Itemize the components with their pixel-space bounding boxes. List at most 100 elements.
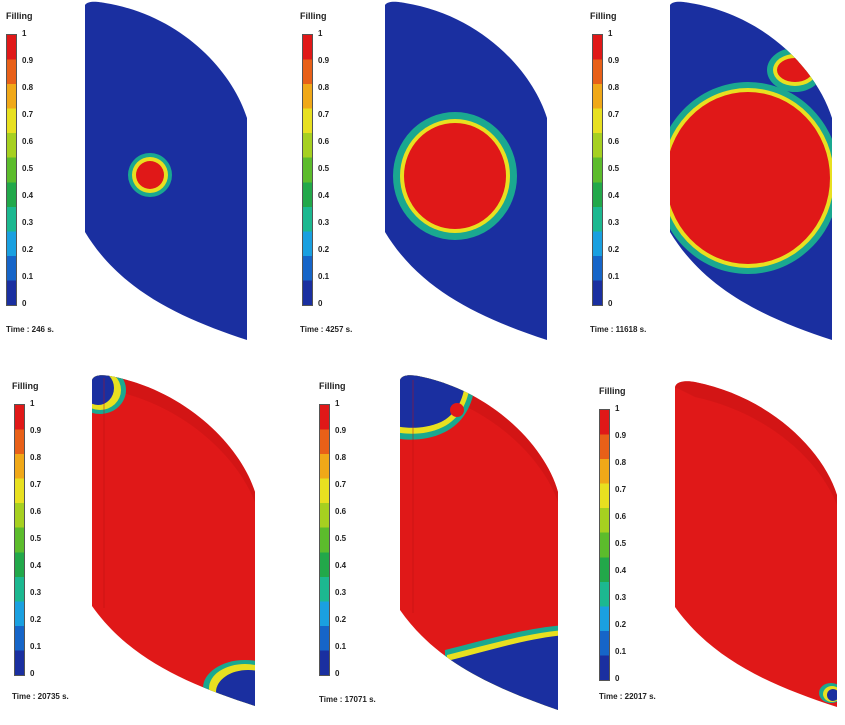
scale-tick-label: 0.2: [318, 245, 330, 254]
scale-tick-label: 0.7: [318, 110, 330, 119]
scale-tick-label: 0: [615, 674, 620, 683]
scale-tick-label: 0.3: [615, 593, 627, 602]
time-label: Time : 11618 s.: [590, 325, 647, 334]
scale-tick-label: 0.7: [335, 480, 347, 489]
scale-tick-label: 0.6: [335, 507, 347, 516]
scale-tick-label: 0.1: [608, 272, 620, 281]
scale-tick-label: 0.6: [318, 137, 330, 146]
scale-tick-label: 0.1: [318, 272, 330, 281]
filled-region: [404, 123, 506, 229]
time-label: Time : 17071 s.: [319, 695, 376, 704]
scale-tick-label: 0: [335, 669, 340, 678]
scale-tick-label: 0.4: [608, 191, 620, 200]
scale-tick-label: 0.8: [615, 458, 627, 467]
scale-tick-label: 0.8: [318, 83, 330, 92]
filling-panel-3: Filling 1 0.9 0.8 0.7 0.6 0.5 0.4 0.3 0.2 0.1 0 Ti…: [590, 0, 845, 350]
scale-tick-label: 0.8: [335, 453, 347, 462]
scale-tick-label: 0.9: [615, 431, 627, 440]
scale-tick-label: 0.5: [30, 534, 42, 543]
scale-tick-label: 0.3: [22, 218, 34, 227]
color-scale-bar: [14, 404, 25, 676]
scale-tick-label: 0.4: [22, 191, 34, 200]
color-scale-bar: [6, 34, 17, 306]
color-scale-bar: [592, 34, 603, 306]
scale-tick-label: 0.7: [30, 480, 42, 489]
time-label: Time : 22017 s.: [599, 692, 656, 701]
scale-tick-label: 0.5: [22, 164, 34, 173]
scale-tick-label: 0.1: [615, 647, 627, 656]
filling-panel-4: Filling 1 0.9 0.8 0.7 0.6 0.5 0.4 0.3 0.2 0.1 0 Ti…: [0, 370, 280, 720]
scale-tick-label: 0.4: [318, 191, 330, 200]
unfilled-bottom: [216, 670, 255, 706]
scale-tick-label: 0.3: [318, 218, 330, 227]
scale-tick-label: 0.4: [335, 561, 347, 570]
legend-title: Filling: [6, 11, 33, 21]
scale-tick-label: 0.3: [30, 588, 42, 597]
filling-panel-1: Filling 1 0.9 0.8 0.7 0.6 0.5 0.4 0.3 0.2 0.1 0 Ti…: [0, 0, 280, 350]
scale-tick-label: 0.4: [30, 561, 42, 570]
time-label: Time : 4257 s.: [300, 325, 353, 334]
scale-tick-label: 0.2: [335, 615, 347, 624]
mold-shape: [85, 1, 247, 340]
scale-tick-label: 1: [615, 404, 620, 413]
scale-tick-label: 0.9: [318, 56, 330, 65]
scale-tick-label: 0.6: [30, 507, 42, 516]
filling-panel-6: Filling 1 0.9 0.8 0.7 0.6 0.5 0.4 0.3 0.2 0.1 0 Ti…: [595, 375, 845, 725]
filled-region: [136, 161, 164, 189]
color-scale-bar: [599, 409, 610, 681]
scale-tick-label: 0.7: [22, 110, 34, 119]
unfilled-corner: [827, 689, 837, 701]
scale-tick-label: 0.5: [615, 539, 627, 548]
legend-title: Filling: [319, 381, 346, 391]
scale-tick-label: 0: [608, 299, 613, 308]
scale-tick-label: 1: [608, 29, 613, 38]
scale-tick-label: 0.6: [22, 137, 34, 146]
scale-tick-label: 0.4: [615, 566, 627, 575]
scale-tick-label: 0.5: [335, 534, 347, 543]
filled-region: [670, 92, 830, 264]
scale-tick-label: 0: [318, 299, 323, 308]
scale-tick-label: 1: [318, 29, 323, 38]
scale-tick-label: 1: [30, 399, 35, 408]
scale-tick-label: 0: [22, 299, 27, 308]
legend-title: Filling: [300, 11, 327, 21]
unfilled-top: [92, 375, 114, 405]
scale-tick-label: 0.9: [22, 56, 34, 65]
scale-tick-label: 0.1: [335, 642, 347, 651]
legend-title: Filling: [12, 381, 39, 391]
mold-shape: [670, 1, 832, 340]
scale-tick-label: 0.2: [22, 245, 34, 254]
mold-shape: [385, 1, 547, 340]
scale-tick-label: 1: [335, 399, 340, 408]
scale-tick-label: 0.3: [608, 218, 620, 227]
scale-tick-label: 0.8: [22, 83, 34, 92]
mold-shape: [92, 375, 255, 706]
filling-panel-5: Filling 1 0.9 0.8 0.7 0.6 0.5 0.4 0.3 0.2 0.1 0 Ti…: [305, 370, 585, 720]
scale-tick-label: 0.1: [30, 642, 42, 651]
legend-title: Filling: [599, 386, 626, 396]
filling-panel-2: Filling 1 0.9 0.8 0.7 0.6 0.5 0.4 0.3 0.2 0.1 0 Ti…: [300, 0, 580, 350]
scale-tick-label: 0.9: [608, 56, 620, 65]
color-scale-bar: [319, 404, 330, 676]
scale-tick-label: 1: [22, 29, 27, 38]
scale-tick-label: 0.7: [615, 485, 627, 494]
scale-tick-label: 0.8: [608, 83, 620, 92]
scale-tick-label: 0: [30, 669, 35, 678]
scale-tick-label: 0.2: [615, 620, 627, 629]
secondary-filled-region: [777, 58, 813, 82]
scale-tick-label: 0.9: [30, 426, 42, 435]
mold-shape: [400, 375, 558, 710]
scale-tick-label: 0.5: [318, 164, 330, 173]
scale-tick-label: 0.6: [615, 512, 627, 521]
legend-title: Filling: [590, 11, 617, 21]
mold-shape: [675, 381, 837, 707]
scale-tick-label: 0.5: [608, 164, 620, 173]
scale-tick-label: 0.3: [335, 588, 347, 597]
filled-spot: [450, 403, 464, 417]
scale-tick-label: 0.1: [22, 272, 34, 281]
color-scale-bar: [302, 34, 313, 306]
time-label: Time : 20735 s.: [12, 692, 69, 701]
scale-tick-label: 0.2: [30, 615, 42, 624]
time-label: Time : 246 s.: [6, 325, 54, 334]
scale-tick-label: 0.7: [608, 110, 620, 119]
